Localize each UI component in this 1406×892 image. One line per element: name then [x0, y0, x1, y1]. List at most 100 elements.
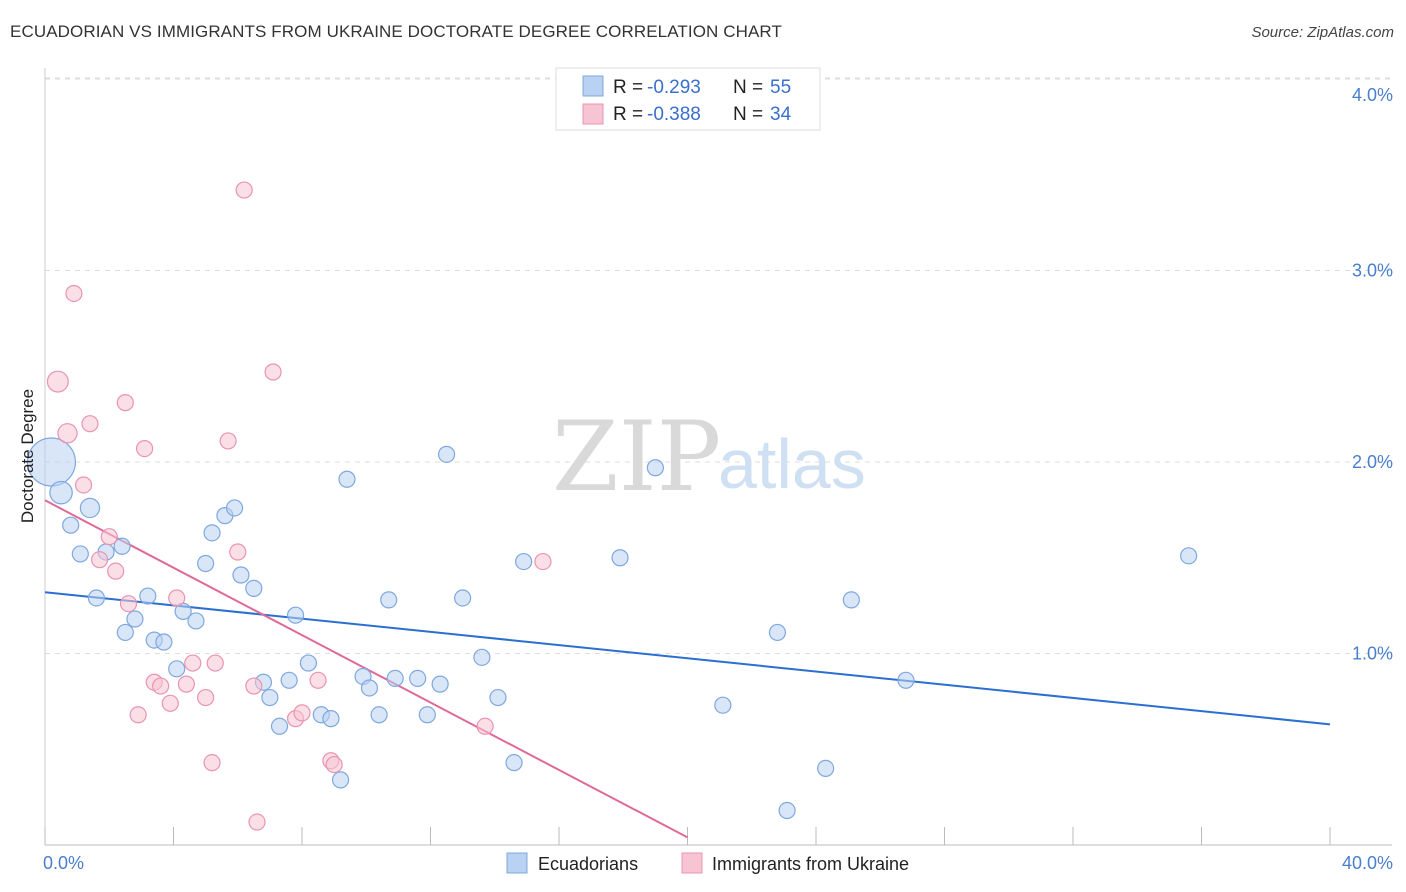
y-axis-label: Doctorate Degree	[18, 389, 37, 523]
bottom-legend-ecuadorians: Ecuadorians	[538, 854, 638, 874]
point-ukraine	[248, 813, 266, 831]
point-ecuadorians	[187, 612, 205, 630]
legend-swatch-ecuadorians	[582, 75, 604, 97]
legend-r-value-ukraine: -0.388	[647, 104, 701, 125]
source-credit: Source: ZipAtlas.com	[1251, 24, 1394, 41]
point-ecuadorians	[778, 801, 796, 820]
bottom-legend: Ecuadorians Immigrants from Ukraine	[506, 852, 909, 874]
point-ecuadorians	[261, 688, 279, 707]
point-ecuadorians	[168, 660, 186, 678]
point-ukraine	[203, 754, 221, 772]
point-ukraine	[184, 654, 202, 672]
watermark-atlas: atlas	[718, 425, 866, 503]
point-ukraine	[129, 706, 147, 724]
legend-r-label-ukraine: R =	[613, 104, 643, 125]
point-ukraine	[168, 589, 186, 607]
point-ecuadorians	[714, 696, 732, 714]
point-ecuadorians	[454, 589, 472, 607]
point-ecuadorians	[611, 549, 629, 567]
point-ecuadorians	[197, 554, 215, 573]
point-ecuadorians	[322, 710, 340, 728]
point-ecuadorians	[515, 552, 533, 571]
point-ecuadorians	[203, 524, 221, 542]
point-ecuadorians	[139, 587, 157, 605]
point-ecuadorians	[370, 706, 388, 724]
point-ecuadorians	[817, 759, 835, 778]
point-ecuadorians	[473, 648, 491, 666]
trend-line-ecuadorians	[44, 591, 1331, 726]
point-ecuadorians	[116, 623, 134, 642]
point-ukraine	[177, 675, 195, 693]
point-ukraine	[46, 370, 69, 393]
y-tick-label: 4.0%	[1352, 85, 1393, 105]
point-ukraine	[81, 415, 99, 433]
point-ukraine	[119, 595, 138, 613]
point-ukraine	[534, 552, 552, 571]
point-ecuadorians	[71, 545, 89, 563]
y-tick-label: 3.0%	[1352, 261, 1393, 281]
point-ukraine	[229, 543, 247, 561]
point-ukraine	[235, 181, 253, 199]
point-ukraine	[152, 677, 170, 695]
point-ecuadorians	[225, 499, 244, 517]
scatter-points	[26, 181, 1198, 831]
legend-n-value-ecuadorians: 55	[770, 77, 791, 98]
y-tick-label: 1.0%	[1352, 644, 1393, 664]
point-ecuadorians	[505, 754, 523, 772]
point-ecuadorians	[842, 591, 860, 609]
watermark-zip: ZIP	[552, 401, 721, 513]
point-ukraine	[74, 476, 93, 494]
point-ecuadorians	[409, 669, 427, 687]
x-tick-label-min: 0.0%	[43, 853, 84, 873]
chart-title: ECUADORIAN VS IMMIGRANTS FROM UKRAINE DO…	[10, 22, 782, 41]
point-ukraine	[325, 755, 343, 774]
point-ecuadorians	[768, 623, 787, 642]
bottom-legend-ukraine: Immigrants from Ukraine	[712, 854, 909, 874]
legend-swatch-ukraine	[582, 103, 604, 125]
legend-r-label-ecuadorians: R =	[613, 77, 643, 98]
legend-r-value-ecuadorians: -0.293	[647, 77, 701, 98]
legend-n-value-ukraine: 34	[770, 104, 792, 125]
point-ecuadorians	[62, 516, 80, 534]
point-ecuadorians	[431, 675, 449, 693]
point-ecuadorians	[286, 606, 305, 624]
point-ukraine	[116, 394, 134, 412]
point-ecuadorians	[418, 706, 436, 724]
bottom-legend-swatch-ukraine	[681, 852, 703, 874]
point-ukraine	[309, 671, 327, 689]
point-ecuadorians	[437, 445, 456, 463]
point-ecuadorians	[299, 654, 318, 672]
point-ukraine	[293, 704, 311, 722]
point-ecuadorians	[386, 669, 404, 687]
point-ukraine	[206, 654, 224, 672]
point-ukraine	[107, 562, 125, 580]
grid-lines	[45, 77, 1392, 654]
point-ukraine	[219, 432, 237, 450]
point-ukraine	[57, 423, 78, 444]
point-ecuadorians	[113, 537, 131, 555]
point-ecuadorians	[1180, 547, 1198, 565]
point-ukraine	[264, 363, 282, 381]
point-ukraine	[476, 717, 494, 735]
point-ukraine	[245, 677, 263, 695]
point-ukraine	[197, 688, 215, 707]
point-ecuadorians	[126, 610, 144, 628]
point-ecuadorians	[338, 470, 356, 488]
point-ecuadorians	[331, 771, 350, 789]
point-ecuadorians	[897, 671, 915, 689]
legend-n-label-ecuadorians: N =	[733, 77, 763, 98]
point-ecuadorians	[245, 579, 263, 597]
legend: R = -0.293 N = 55 R = -0.388 N = 34	[555, 67, 821, 131]
bottom-legend-swatch-ecuadorians	[506, 852, 528, 874]
point-ecuadorians	[380, 591, 398, 609]
point-ukraine	[100, 528, 118, 546]
watermark: ZIP atlas	[552, 401, 866, 513]
point-ecuadorians	[646, 459, 664, 477]
point-ecuadorians	[280, 671, 298, 689]
point-ecuadorians	[49, 480, 73, 505]
point-ukraine	[135, 439, 154, 458]
y-tick-label: 2.0%	[1352, 452, 1393, 472]
point-ecuadorians	[87, 589, 106, 607]
point-ukraine	[65, 284, 83, 303]
